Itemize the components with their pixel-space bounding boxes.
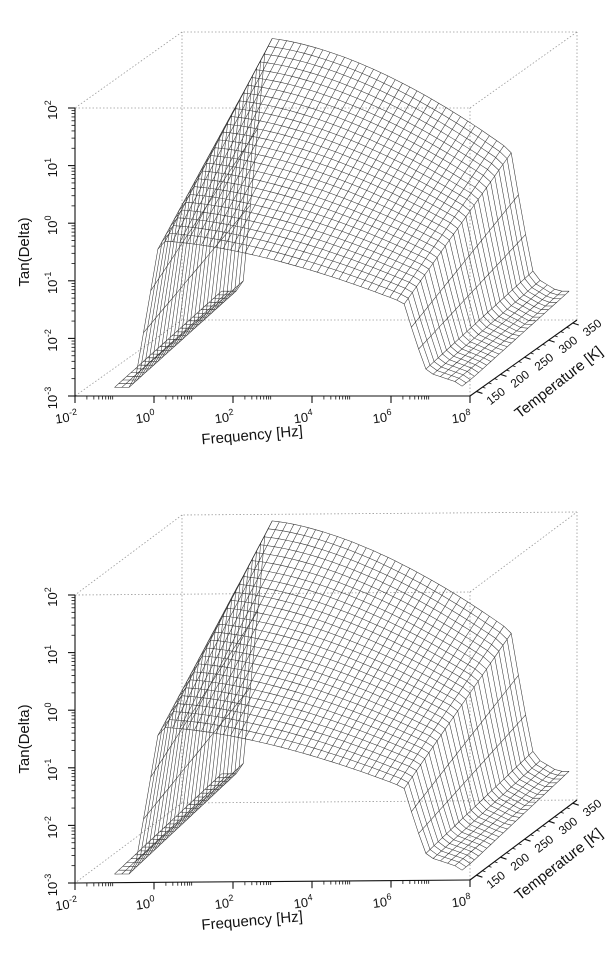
y-minor-tick <box>566 807 570 810</box>
y-minor-tick <box>488 382 492 385</box>
box-floor-edge <box>74 319 183 397</box>
y-major-tick <box>572 322 579 326</box>
y-tick-label: 150 <box>484 384 509 408</box>
y-minor-tick <box>536 829 540 832</box>
y-minor-tick <box>494 861 498 864</box>
z-tick-label: 10-3 <box>43 874 60 896</box>
y-axis-line <box>469 799 578 881</box>
y-major-tick <box>500 856 507 860</box>
x-tick-label: 102 <box>213 893 235 913</box>
box-floor-edge <box>74 802 183 884</box>
x-tick-label: 108 <box>450 891 472 911</box>
y-major-tick <box>476 390 483 394</box>
z-tick-label: 102 <box>43 100 60 119</box>
box-top-edge <box>74 514 183 596</box>
x-tick-label: 100 <box>134 407 156 427</box>
y-minor-tick <box>560 331 564 333</box>
y-tick-label: 300 <box>556 814 581 838</box>
surface-mesh <box>114 520 570 875</box>
y-minor-tick <box>506 369 510 372</box>
z-tick-label: 10-3 <box>43 387 60 409</box>
y-tick-label: 150 <box>484 868 509 892</box>
y-minor-tick <box>542 825 546 828</box>
y-minor-tick <box>560 811 564 814</box>
x-tick-label: 104 <box>292 892 314 912</box>
x-tick-label: 108 <box>450 407 472 427</box>
y-minor-tick <box>530 352 534 355</box>
y-minor-tick <box>512 365 516 368</box>
y-minor-tick <box>482 386 486 389</box>
y-minor-tick <box>518 361 522 363</box>
y-tick-label: 350 <box>580 796 605 820</box>
y-minor-tick <box>554 816 558 819</box>
box-top-edge <box>469 511 578 593</box>
y-minor-tick <box>554 335 558 338</box>
y-tick-label: 300 <box>556 333 581 357</box>
z-tick-label: 10-2 <box>43 816 60 838</box>
z-tick-label: 100 <box>43 702 60 721</box>
y-minor-tick <box>494 378 498 380</box>
y-minor-tick <box>518 843 522 846</box>
x-tick-label: 106 <box>371 891 393 911</box>
y-tick-label: 250 <box>532 832 557 856</box>
z-tick-label: 10-1 <box>43 759 60 781</box>
x-axis-title: Frequency [Hz] <box>201 423 304 449</box>
box-floor-edge <box>181 799 578 804</box>
y-major-tick <box>524 838 531 842</box>
y-major-tick <box>548 339 555 343</box>
x-tick-label: 100 <box>134 893 156 913</box>
y-major-tick <box>548 820 555 824</box>
y-minor-tick <box>488 865 492 868</box>
box-top-edge <box>74 31 183 109</box>
y-minor-tick <box>536 348 540 351</box>
y-minor-tick <box>506 852 510 855</box>
x-axis-line <box>74 879 471 884</box>
y-axis-line <box>469 319 578 397</box>
y-minor-tick <box>530 834 534 837</box>
y-major-tick <box>524 356 531 360</box>
z-tick-label: 10-2 <box>43 329 60 351</box>
x-tick-label: 106 <box>371 407 393 427</box>
z-tick-label: 10-1 <box>43 272 60 294</box>
x-tick-label: 102 <box>213 407 235 427</box>
z-tick-label: 102 <box>43 587 60 606</box>
z-tick-label: 100 <box>43 215 60 234</box>
x-tick-label: 104 <box>292 407 314 427</box>
y-tick-label: 200 <box>508 367 533 391</box>
box-top-edge <box>74 591 471 596</box>
z-axis-title: Tan(Delta) <box>16 704 33 773</box>
y-tick-label: 200 <box>508 850 533 874</box>
y-minor-tick <box>512 847 516 850</box>
y-major-tick <box>476 874 483 878</box>
box-top-edge <box>469 31 578 109</box>
y-major-tick <box>572 802 579 806</box>
surface-mesh <box>114 38 570 388</box>
x-tick-label: 10-2 <box>54 894 79 914</box>
y-tick-label: 250 <box>532 350 557 374</box>
y-minor-tick <box>566 326 570 329</box>
y-minor-tick <box>542 344 546 346</box>
z-axis-title: Tan(Delta) <box>16 217 33 286</box>
z-tick-label: 101 <box>43 645 60 664</box>
y-minor-tick <box>482 870 486 873</box>
y-tick-label: 350 <box>580 316 605 340</box>
box-top-edge <box>181 511 578 516</box>
y-major-tick <box>500 373 507 377</box>
x-tick-label: 10-2 <box>54 407 79 427</box>
z-tick-label: 101 <box>43 158 60 177</box>
